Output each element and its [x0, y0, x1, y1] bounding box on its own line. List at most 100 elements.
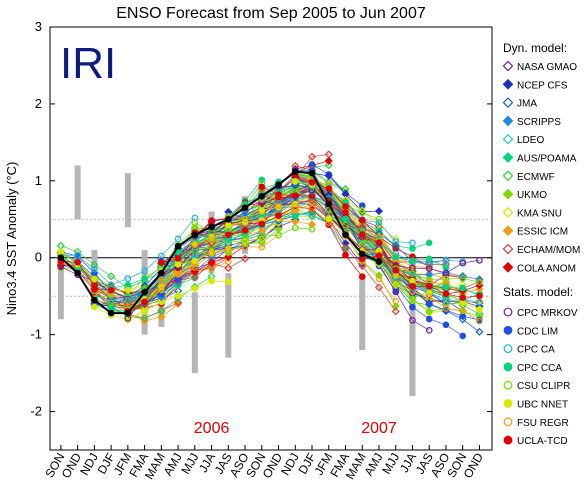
observed-point [308, 169, 316, 177]
forecast-point [258, 207, 266, 214]
forecast-point [224, 252, 233, 262]
forecast-point [241, 254, 250, 263]
legend-marker [503, 417, 513, 427]
legend-item-label: ECMWF [517, 172, 555, 183]
iri-logo: IRI [60, 39, 116, 88]
legend-marker [503, 307, 513, 317]
forecast-point [291, 203, 299, 211]
spread-bar [124, 173, 131, 227]
forecast-point [275, 191, 282, 198]
legend-item-label: KMA SNU [517, 208, 562, 219]
forecast-point [425, 276, 433, 284]
forecast-point [459, 312, 467, 320]
forecast-line-cpc-ca [328, 208, 463, 265]
forecast-point [141, 275, 148, 283]
chart-text-group: -2-10123SONONDNDJDJFJFMFMAMAMAMJMJJJJAJA… [4, 5, 486, 482]
forecast-point [308, 205, 316, 212]
observed-point [375, 258, 383, 265]
legend-marker [503, 325, 513, 335]
forecast-point [257, 227, 266, 236]
forecast-point [375, 215, 383, 223]
forecast-point [342, 221, 349, 229]
y-tick-label: -1 [30, 327, 42, 342]
y-axis-label: Nino3.4 SST Anomaly (°C) [4, 162, 19, 316]
forecast-point [391, 302, 400, 311]
forecast-point [191, 257, 199, 265]
y-tick-label: 0 [35, 250, 42, 265]
forecast-point [324, 156, 333, 165]
forecast-point [425, 307, 434, 316]
forecast-point [459, 332, 467, 340]
forecast-point [342, 203, 349, 210]
forecast-point [224, 264, 233, 273]
forecast-point [291, 192, 299, 199]
legend-item-label: ESSIC ICM [517, 227, 568, 238]
forecast-point [91, 286, 98, 293]
forecast-point [275, 231, 282, 239]
legend-item-label: NCEP CFS [517, 80, 568, 91]
forecast-point [324, 161, 333, 170]
forecast-point [107, 272, 116, 281]
forecast-point [459, 307, 467, 315]
forecast-point [241, 215, 249, 223]
observed-point [358, 250, 366, 258]
forecast-point [174, 261, 182, 268]
forecast-point [174, 270, 182, 278]
forecast-point [425, 300, 433, 307]
forecast-point [442, 269, 450, 277]
observed-point [91, 296, 98, 304]
forecast-point [374, 207, 384, 216]
spread-bar [191, 292, 198, 374]
observed-point [174, 242, 182, 250]
forecast-point [442, 284, 450, 291]
forecast-point [459, 299, 467, 307]
legend-item-label: CDC LIM [517, 326, 558, 337]
legend-item-label: CPC CCA [517, 363, 562, 374]
spread-bar [57, 253, 64, 320]
forecast-point [442, 305, 450, 312]
forecast-point [375, 275, 383, 283]
observed-point [57, 254, 65, 262]
forecast-point [342, 209, 349, 216]
legend-item-label: JMA [517, 99, 537, 110]
forecast-point [442, 298, 450, 306]
forecast-point [375, 252, 383, 260]
legend-group: Dyn. model: NASA GMAO NCEP CFS JMA SCRIPPS LD… [502, 41, 580, 447]
observed-point [191, 231, 199, 238]
legend-marker [503, 399, 513, 408]
spread-bar [409, 296, 416, 397]
legend-marker [502, 78, 514, 90]
forecast-point [341, 243, 350, 252]
forecast-point [107, 299, 115, 307]
forecast-point [476, 305, 483, 313]
forecast-point [358, 241, 366, 248]
plot-frame-group [49, 26, 493, 451]
legend-item-label: UBC NNET [517, 400, 568, 411]
legend-marker [502, 225, 514, 237]
forecast-point [308, 225, 316, 233]
forecast-point [191, 219, 199, 227]
plot-area [49, 26, 493, 451]
y-tick-label: 1 [35, 173, 42, 188]
observed-series-group [57, 168, 383, 317]
forecast-point [191, 285, 199, 292]
forecast-point [208, 277, 215, 285]
forecast-point [208, 250, 215, 258]
forecast-point [392, 297, 400, 305]
forecast-point [208, 217, 215, 224]
legend-item-label: AUS/POAMA [517, 154, 577, 165]
forecast-point [425, 327, 433, 334]
forecast-point [158, 259, 165, 266]
forecast-point [476, 317, 483, 325]
forecast-point [409, 282, 416, 290]
forecast-point [342, 251, 349, 259]
forecast-point [140, 314, 149, 323]
forecast-point [358, 231, 366, 238]
forecast-point [425, 265, 433, 272]
legend-item-label: ECHAM/MOM [517, 245, 580, 256]
forecast-point [91, 265, 98, 273]
legend-item-label: SCRIPPS [517, 117, 561, 128]
legend-item-label: CPC CA [517, 345, 555, 356]
